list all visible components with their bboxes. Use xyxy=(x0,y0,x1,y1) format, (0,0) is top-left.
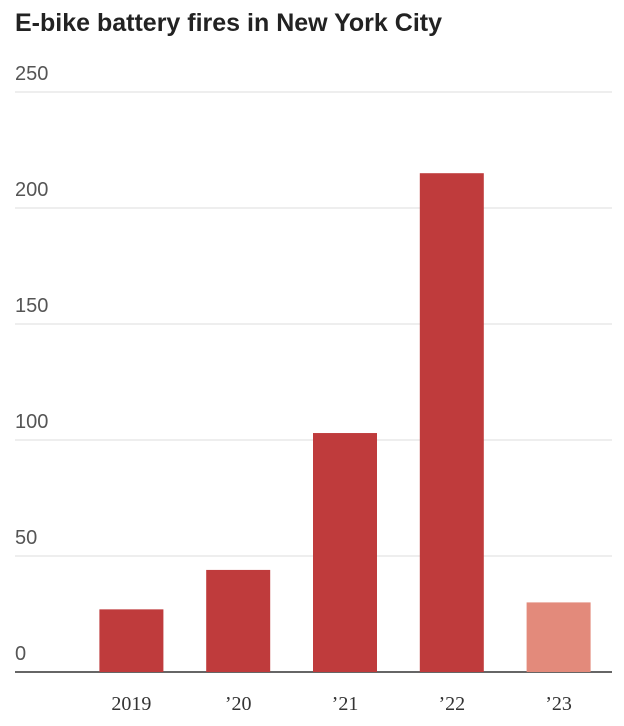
chart-title: E-bike battery fires in New York City xyxy=(15,9,442,37)
y-tick-label: 250 xyxy=(15,63,48,85)
bar xyxy=(526,602,591,672)
x-tick-label: 2019 xyxy=(111,693,151,715)
y-tick-label: 200 xyxy=(15,179,48,201)
x-tick-label: ’23 xyxy=(545,693,572,715)
bar xyxy=(313,433,377,672)
bar xyxy=(206,569,271,672)
y-tick-label: 100 xyxy=(15,411,48,433)
y-tick-label: 50 xyxy=(15,527,37,549)
bar xyxy=(99,609,164,672)
x-tick-label: ’22 xyxy=(438,693,465,715)
y-tick-label: 0 xyxy=(15,643,26,665)
y-tick-label: 150 xyxy=(15,295,48,317)
bar xyxy=(419,173,484,672)
x-tick-label: ’21 xyxy=(332,693,359,715)
x-tick-label: ’20 xyxy=(225,693,252,715)
